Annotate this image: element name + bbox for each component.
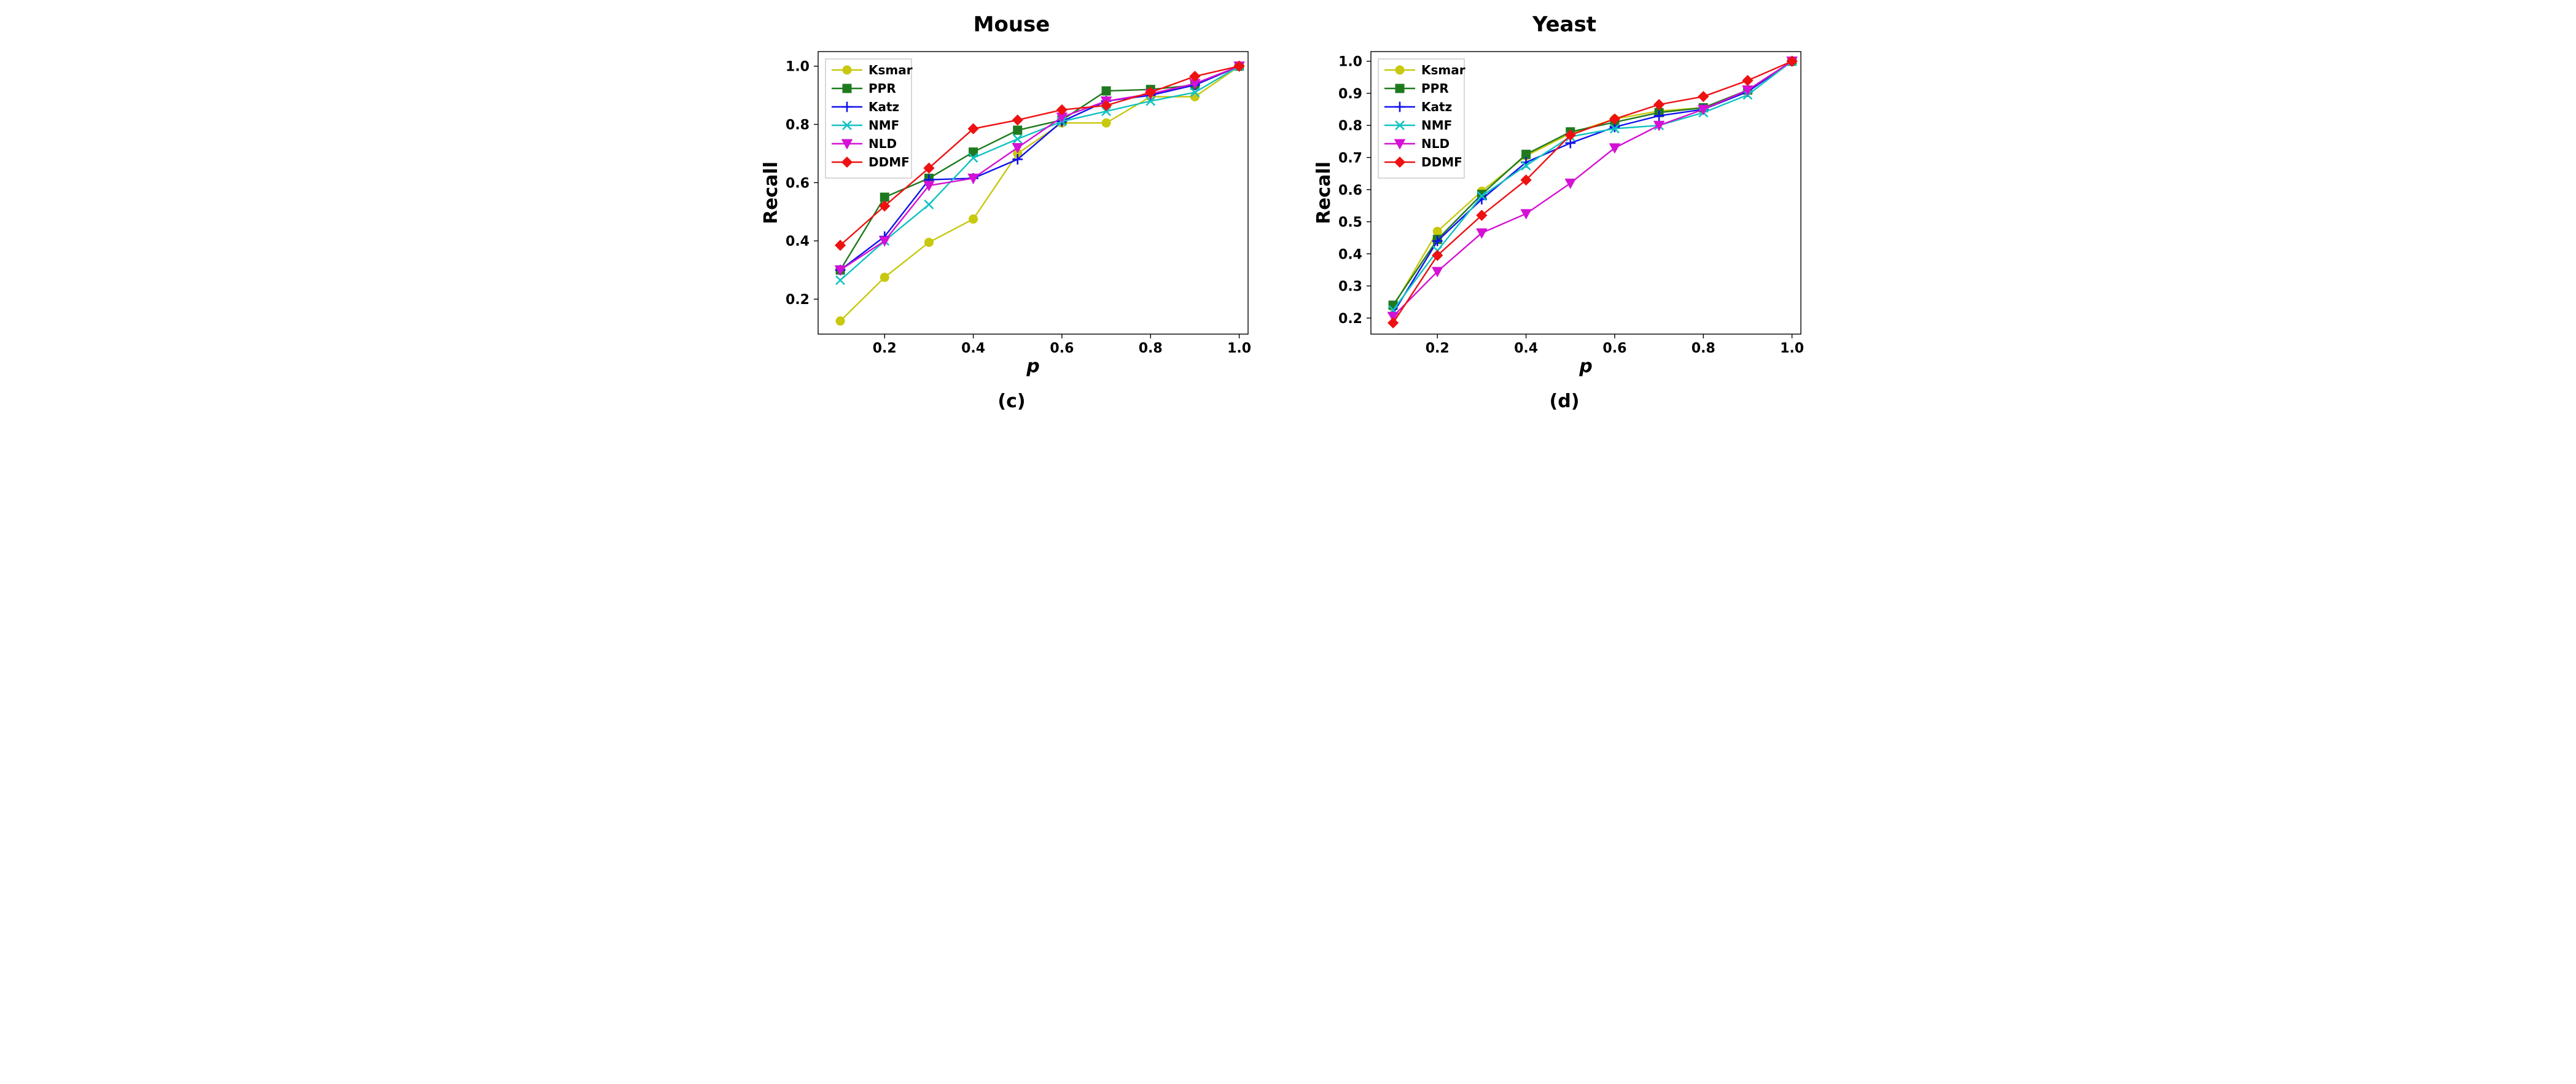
y-tick-label: 0.6 [786, 176, 810, 191]
y-tick-label: 0.4 [786, 234, 810, 249]
y-axis-label: Recall [1313, 162, 1335, 224]
y-tick-label: 1.0 [1338, 55, 1362, 70]
y-tick-label: 0.2 [786, 292, 810, 308]
y-tick-label: 0.8 [786, 118, 810, 133]
x-tick-label: 0.2 [1426, 341, 1450, 356]
panel-yeast: Yeast0.20.40.60.81.00.20.30.40.50.60.70.… [1313, 12, 1816, 412]
x-tick-label: 1.0 [1227, 341, 1251, 356]
legend-label: NMF [1421, 118, 1452, 133]
y-tick-label: 0.8 [1338, 119, 1362, 134]
panel-mouse: Mouse 0.2 0.4 0.6 0.8 1.0 0.2 0.4 0.6 0.8 1.0 p Reca… [760, 12, 1263, 412]
subcaption: (c) [997, 391, 1025, 412]
legend-label: PPR [1421, 81, 1449, 96]
x-axis-label: p [1026, 356, 1039, 377]
legend-label: Katz [868, 99, 899, 114]
legend-label: PPR [868, 81, 896, 96]
x-tick-label: 0.8 [1139, 341, 1163, 356]
legend-label: NMF [868, 118, 899, 133]
y-tick-label: 0.3 [1338, 279, 1362, 295]
legend-label: DDMF [1421, 155, 1462, 170]
legend-label: NLD [1421, 136, 1450, 151]
x-tick-label: 0.2 [873, 341, 897, 356]
y-tick-label: 0.7 [1338, 151, 1362, 166]
y-tick-label: 0.9 [1338, 87, 1362, 102]
x-tick-label: 0.6 [1602, 341, 1626, 356]
legend-label: Katz [1421, 99, 1452, 114]
y-tick-label: 0.6 [1338, 183, 1362, 198]
figure-row: Mouse 0.2 0.4 0.6 0.8 1.0 0.2 0.4 0.6 0.8 1.0 p Reca… [12, 12, 2564, 412]
y-tick-label: 0.4 [1338, 247, 1362, 262]
x-tick-label: 0.8 [1692, 341, 1715, 356]
y-tick-label: 0.5 [1338, 215, 1362, 230]
x-axis-label: p [1579, 356, 1592, 377]
y-tick-label: 1.0 [786, 60, 810, 75]
legend: Ksmar PPR Katz NMF NLD DDMF [825, 59, 913, 178]
chart-yeast: 0.2 0.4 0.6 0.8 1.0 0.2 0.3 0.4 0.5 0.6 0.7 0.8 0.9 1… [1313, 39, 1816, 383]
y-tick-label: 0.2 [1338, 311, 1362, 327]
x-tick-label: 1.0 [1780, 341, 1804, 356]
y-axis-label: Recall [760, 162, 782, 224]
legend-label: Ksmar [868, 63, 913, 77]
legend-label: DDMF [868, 155, 910, 170]
legend: Ksmar PPR Katz NMF NLD DDMF [1378, 59, 1466, 178]
panel-title: Yeast [1532, 12, 1596, 37]
x-tick-label: 0.4 [961, 341, 985, 356]
chart-mouse: 0.2 0.4 0.6 0.8 1.0 0.2 0.4 0.6 0.8 1.0 p Recall Ksm… [760, 39, 1263, 383]
legend-label: Ksmar [1421, 63, 1466, 77]
panel-title: Mouse [974, 12, 1050, 37]
x-tick-label: 0.4 [1514, 341, 1538, 356]
x-tick-label: 0.6 [1050, 341, 1074, 356]
legend-label: NLD [868, 136, 897, 151]
subcaption: (d) [1550, 391, 1580, 412]
